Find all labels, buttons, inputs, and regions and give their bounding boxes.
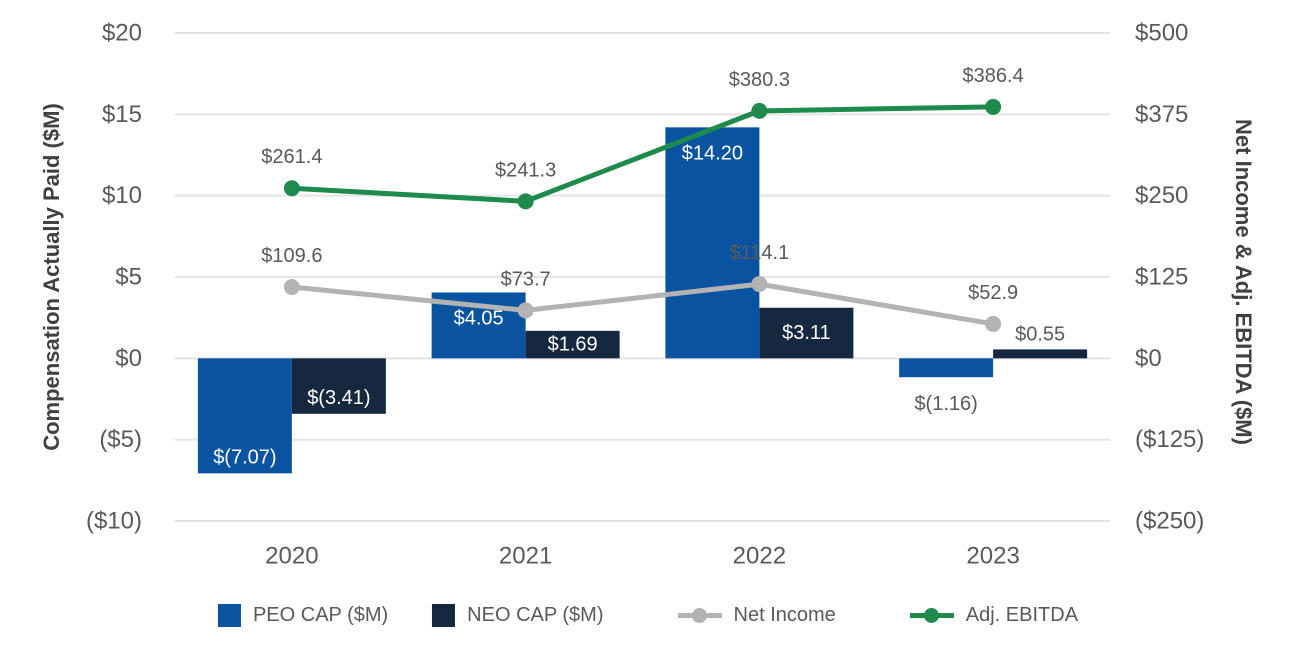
bar-data-label: $0.55 [1015, 323, 1065, 345]
left-axis-tick-label: $0 [115, 345, 142, 372]
bar-peo-2023 [899, 358, 994, 378]
bar-data-label: $14.20 [682, 142, 743, 164]
left-axis-tick-label: $15 [102, 101, 142, 128]
legend-label: Adj. EBITDA [965, 604, 1079, 626]
legend-line-swatch-net-income [677, 608, 722, 623]
legend-item-adj-ebitda: Adj. EBITDA [909, 604, 1079, 627]
line-data-label: $261.4 [261, 146, 322, 168]
marker-adj-ebitda-2022 [751, 102, 768, 119]
bar-data-label: $(7.07) [213, 446, 276, 468]
left-axis-tick-label: $5 [115, 264, 142, 291]
left-axis-tick-label: $20 [102, 20, 142, 47]
right-axis-tick-label: $375 [1135, 101, 1188, 128]
line-data-label: $114.1 [730, 242, 790, 264]
legend-swatch-neo-cap-m- [432, 604, 456, 627]
marker-adj-ebitda-2023 [985, 98, 1002, 115]
legend-label: PEO CAP ($M) [252, 604, 389, 626]
marker-adj-ebitda-2020 [283, 180, 300, 197]
right-axis-tick-label: ($250) [1135, 508, 1204, 535]
marker-net-income-2020 [283, 279, 300, 296]
legend-swatch-peo-cap-m- [217, 604, 241, 627]
left-axis-tick-label: $10 [102, 182, 142, 209]
right-axis-tick-label: $500 [1135, 20, 1188, 47]
bar-data-label: $4.05 [454, 307, 504, 329]
marker-net-income-2023 [985, 315, 1002, 332]
bar-neo-2020 [291, 358, 386, 414]
line-data-label: $73.7 [501, 268, 551, 290]
bar-data-label: $(3.41) [307, 387, 370, 409]
marker-net-income-2022 [751, 276, 768, 293]
legend-item-peo-cap-m-: PEO CAP ($M) [217, 604, 389, 627]
bar-peo-2020 [197, 358, 292, 474]
bar-peo-2022 [665, 127, 760, 359]
legend-line-swatch-adj-ebitda [909, 608, 954, 623]
x-axis-label-2022: 2022 [733, 543, 786, 570]
bar-data-label: $(1.16) [914, 393, 977, 415]
right-axis-tick-label: $125 [1135, 264, 1188, 291]
line-adj-ebitda [289, 104, 996, 204]
x-axis-label-2021: 2021 [499, 543, 552, 570]
line-data-label: $386.4 [963, 65, 1024, 87]
line-data-label: $380.3 [729, 69, 790, 91]
marker-adj-ebitda-2021 [517, 193, 534, 210]
legend-item-net-income: Net Income [677, 604, 836, 627]
right-axis-tick-label: ($125) [1135, 426, 1204, 453]
bar-data-label: $3.11 [782, 322, 831, 344]
x-axis-label-2023: 2023 [966, 543, 1019, 570]
line-data-label: $52.9 [968, 282, 1018, 304]
left-axis-tick-label: ($5) [99, 426, 142, 453]
legend: PEO CAP ($M) NEO CAP ($M) Net Income Adj. E… [217, 604, 1079, 627]
right-axis-tick-label: $0 [1135, 345, 1162, 372]
bar-neo-2022 [759, 307, 854, 359]
line-data-label: $241.3 [495, 159, 556, 181]
bar-neo-2021 [525, 330, 620, 359]
right-axis-tick-label: $250 [1135, 182, 1188, 209]
legend-label: NEO CAP ($M) [467, 604, 604, 626]
legend-item-neo-cap-m-: NEO CAP ($M) [432, 604, 604, 627]
legend-label: Net Income [733, 604, 836, 626]
marker-net-income-2021 [517, 302, 534, 319]
left-axis-tick-label: ($10) [86, 508, 142, 535]
line-data-label: $109.6 [261, 245, 322, 267]
bar-neo-2023 [993, 349, 1088, 359]
x-axis-label-2020: 2020 [265, 543, 318, 570]
line-net-income [289, 281, 996, 327]
bar-data-label: $1.69 [548, 334, 598, 356]
